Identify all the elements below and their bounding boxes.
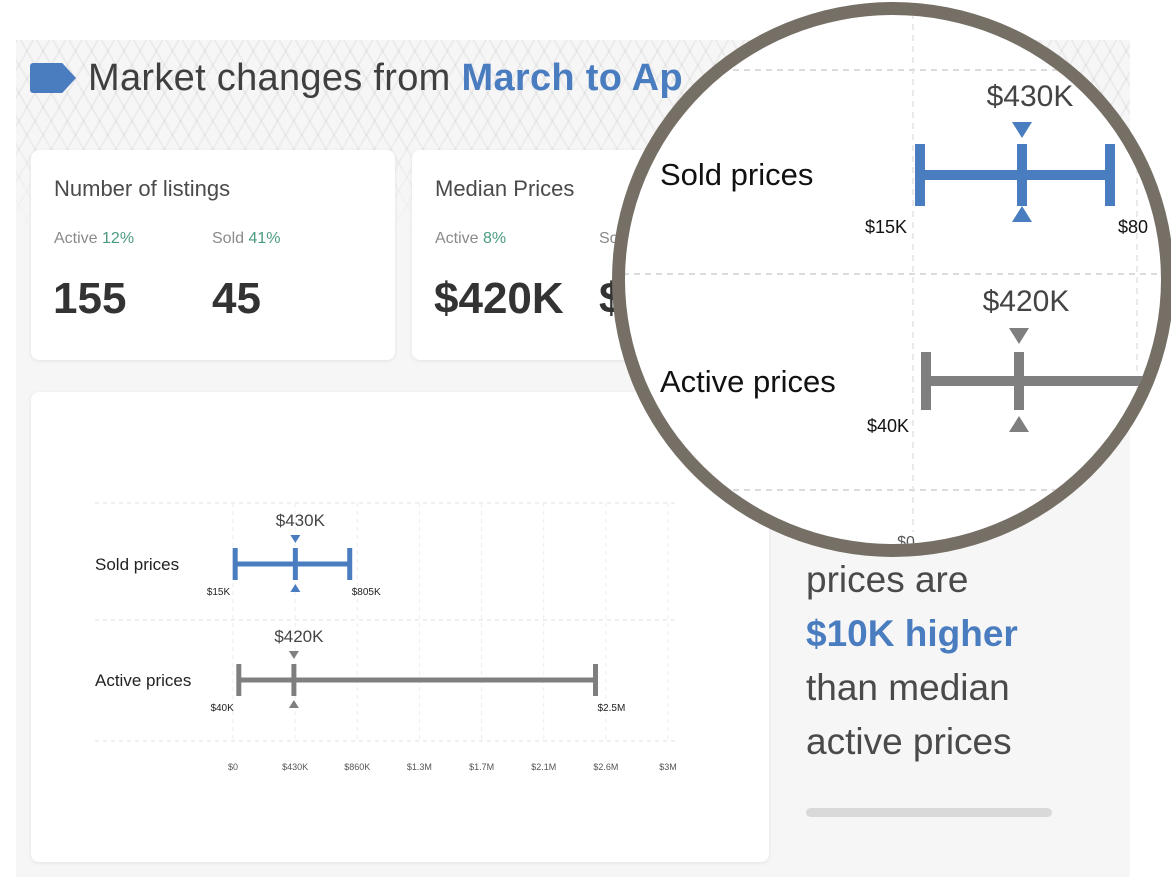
median-card-title: Median Prices <box>435 176 575 201</box>
magnifier-lens: Sold prices $430K $15K $80 Active prices… <box>612 2 1171 557</box>
active-prices-max-label: $2.5M <box>598 703 626 714</box>
sold-prices-median-marker-bottom <box>290 584 301 592</box>
mag-sold-label: Sold prices <box>660 157 813 192</box>
mag-active-median-marker-top <box>1009 328 1029 344</box>
mag-sold-median-marker-bottom <box>1012 206 1032 222</box>
chart-x-tick-label: $3M <box>659 762 677 772</box>
sold-label: Sold <box>212 230 245 247</box>
chart-x-tick-label: $2.1M <box>531 762 556 772</box>
price-range-chart: $0 $430K $860K $1.3M $1.7M $2.1M $2.6M $3M Sold … <box>95 502 677 772</box>
mag-sold-max: $80 <box>1118 217 1148 237</box>
active-label: Active <box>54 230 98 247</box>
mag-active-median-tick <box>1014 352 1024 410</box>
title-highlight: March to Ap <box>461 56 683 99</box>
chart-x-tick-label: $0 <box>228 762 238 772</box>
mag-active-median-marker-bottom <box>1009 416 1029 432</box>
insight-highlight: $10K higher <box>806 613 1018 654</box>
active-prices-label: Active prices <box>95 671 191 690</box>
active-prices-min-label: $40K <box>210 703 234 714</box>
listings-card: Number of listings Active 12% Sold 41% 1… <box>31 150 395 360</box>
price-range-chart-card: $0 $430K $860K $1.3M $1.7M $2.1M $2.6M $3M Sold … <box>31 392 769 862</box>
chart-x-tick-label: $1.7M <box>469 762 494 772</box>
sold-prices-median-label: $430K <box>276 511 326 530</box>
median-active-change: Active 8% <box>435 230 506 248</box>
sold-prices-max-label: $805K <box>352 587 381 598</box>
listings-sold-change: Sold 41% <box>212 230 281 248</box>
listings-active-value: 155 <box>53 274 127 323</box>
tag-icon <box>30 63 76 93</box>
insight-line-4: active prices <box>806 721 1012 762</box>
sold-prices-min-label: $15K <box>207 587 231 598</box>
mag-sold-range-bar <box>920 170 1110 180</box>
magnified-chart: Sold prices $430K $15K $80 Active prices… <box>625 15 1161 551</box>
mag-active-label: Active prices <box>660 364 836 399</box>
active-prices-median-marker-top <box>288 651 299 659</box>
sold-prices-median-marker-top <box>290 535 301 543</box>
insight-line-1: prices are <box>806 559 969 600</box>
listings-card-title: Number of listings <box>54 176 231 201</box>
sold-prices-label: Sold prices <box>95 555 179 574</box>
chart-x-tick-label: $860K <box>344 762 370 772</box>
mag-sold-min: $15K <box>865 217 907 237</box>
mag-sold-median-label: $430K <box>987 80 1074 113</box>
mag-axis-zero: $0 <box>897 534 915 551</box>
insight-progress-bar <box>806 808 1052 817</box>
page-title: Market changes from March to Ap <box>30 56 683 100</box>
median-active-value: $420K <box>434 274 564 323</box>
mag-sold-max-whisker <box>1105 144 1115 206</box>
page-title-text: Market changes from March to Ap <box>88 57 683 100</box>
mag-active-min: $40K <box>867 416 909 436</box>
active-prices-median-label: $420K <box>274 627 324 646</box>
active-label: Active <box>435 230 479 247</box>
title-prefix: Market changes from <box>88 56 462 99</box>
listings-sold-value: 45 <box>212 274 261 323</box>
insight-line-3: than median <box>806 667 1010 708</box>
mag-sold-median-tick <box>1017 144 1027 206</box>
chart-x-tick-label: $430K <box>282 762 308 772</box>
chart-x-tick-label: $1.3M <box>407 762 432 772</box>
mag-active-median-label: $420K <box>983 285 1070 318</box>
chart-x-tick-label: $2.6M <box>593 762 618 772</box>
mag-active-range-bar <box>926 376 1161 386</box>
insight-text: prices are $10K higher than median activ… <box>806 553 1106 769</box>
listings-active-change: Active 12% <box>54 230 134 248</box>
mag-sold-median-marker-top <box>1012 122 1032 138</box>
active-pct: 8% <box>483 230 507 247</box>
sold-pct: 41% <box>248 230 281 247</box>
active-prices-median-marker-bottom <box>288 700 299 708</box>
active-pct: 12% <box>102 230 135 247</box>
